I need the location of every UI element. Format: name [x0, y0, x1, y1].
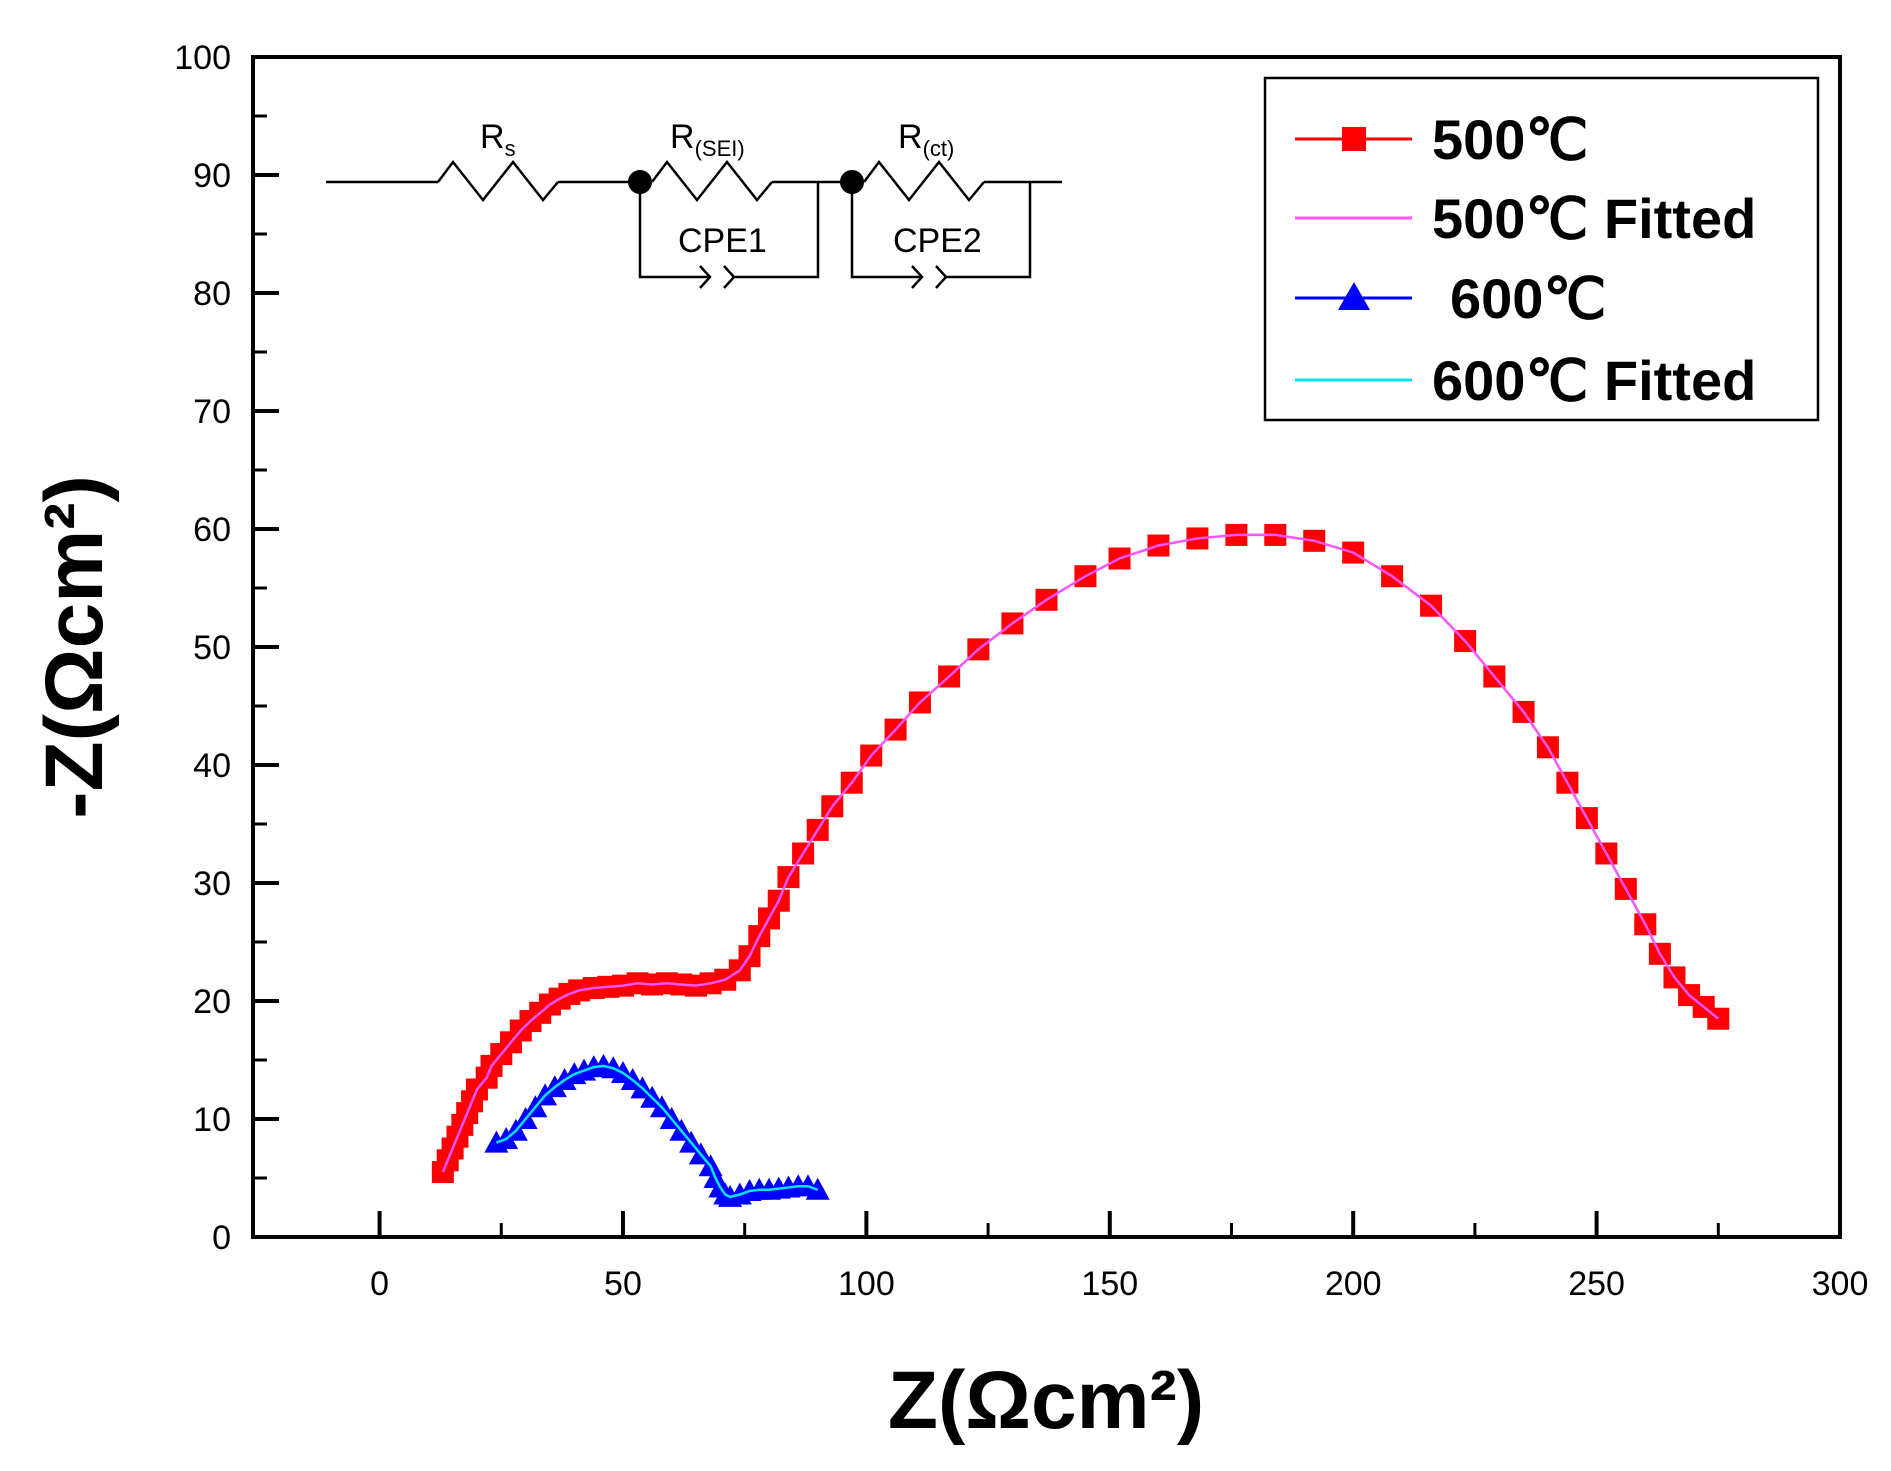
axes: 0 50 100 150 200 250 300 0 10 20 30 40 50 60 70 80 90 100 [174, 39, 1868, 1303]
resistor-rct [863, 159, 985, 203]
legend-marker-square [1342, 127, 1366, 151]
legend-label: 500℃ Fitted [1432, 187, 1756, 250]
y-tick-label: 70 [193, 393, 231, 431]
fitted-line-600c [495, 1064, 819, 1199]
y-tick-label: 100 [174, 39, 231, 77]
y-tick-label: 0 [212, 1219, 231, 1257]
y-axis-title: -Z(Ωcm²) [29, 475, 120, 819]
rct-label: R(ct) [898, 118, 954, 161]
circuit-node-2 [840, 170, 864, 194]
legend-label: 600℃ [1450, 267, 1606, 330]
legend: 500℃ 500℃ Fitted 600℃ 600℃ Fitted [1263, 76, 1820, 422]
y-tick-label: 60 [193, 511, 231, 549]
y-tick-label: 50 [193, 629, 231, 667]
x-tick-label: 200 [1325, 1265, 1382, 1303]
x-axis-title: Z(Ωcm²) [888, 1355, 1204, 1446]
legend-label: 600℃ Fitted [1432, 349, 1756, 412]
cpe2-label: CPE2 [893, 222, 982, 260]
series-layer [431, 523, 1730, 1207]
x-tick-label: 0 [370, 1265, 389, 1303]
y-tick-label: 80 [193, 275, 231, 313]
cpe2-element [911, 265, 924, 289]
circuit-node-1 [628, 170, 652, 194]
legend-marker-triangle [1338, 282, 1370, 310]
fitted-line-500c [441, 533, 1720, 1173]
x-tick-label: 50 [604, 1265, 642, 1303]
resistor-rsei [651, 159, 773, 203]
y-tick-label: 40 [193, 747, 231, 785]
x-tick-label: 150 [1081, 1265, 1138, 1303]
y-tick-label: 10 [193, 1101, 231, 1139]
rs-label: Rs [480, 118, 516, 161]
resistor-rs [437, 159, 559, 203]
y-tick-label: 30 [193, 865, 231, 903]
x-tick-label: 250 [1568, 1265, 1625, 1303]
legend-label: 500℃ [1432, 108, 1588, 171]
y-tick-label: 20 [193, 983, 231, 1021]
x-tick-label: 300 [1812, 1265, 1869, 1303]
y-tick-label: 90 [193, 157, 231, 195]
cpe1-label: CPE1 [678, 222, 767, 260]
rsei-label: R(SEI) [670, 118, 745, 161]
x-tick-label: 100 [838, 1265, 895, 1303]
cpe1-element [699, 265, 712, 289]
